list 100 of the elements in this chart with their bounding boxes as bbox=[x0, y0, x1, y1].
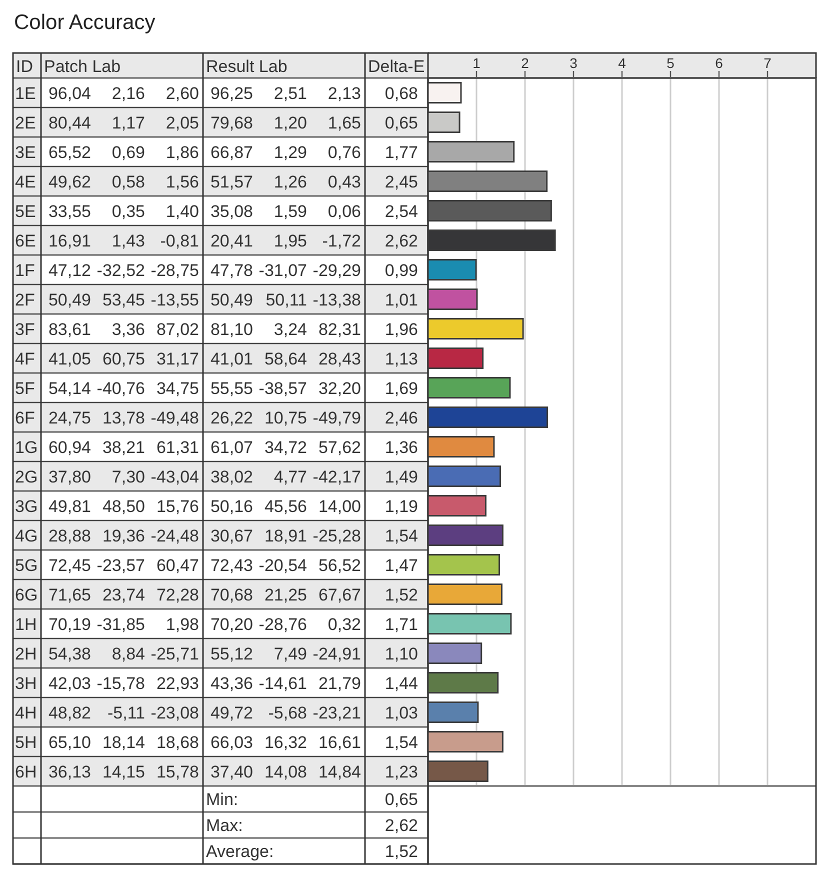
text: 55,12 7,49 -24,91 bbox=[210, 644, 361, 664]
text: 2,62 bbox=[384, 816, 418, 835]
y-tick-label: 4E bbox=[15, 172, 36, 192]
y-tick-label: 1E bbox=[15, 84, 36, 103]
y-tick-label: 2G bbox=[15, 468, 38, 486]
text: 35,08 1,59 0,06 bbox=[210, 202, 361, 221]
text: 70,20 -28,76 0,32 bbox=[210, 615, 361, 634]
data-label: 1,44 bbox=[384, 674, 418, 693]
text: 47,12 -32,52 -28,75 bbox=[48, 261, 199, 280]
y-tick-label: 6G bbox=[15, 586, 38, 604]
text: 65,10 18,14 18,68 bbox=[48, 733, 199, 752]
x2-tick-label: 7 bbox=[764, 55, 772, 71]
text: 50,16 45,56 14,00 bbox=[210, 497, 361, 516]
y-tick-label: 3G bbox=[15, 497, 38, 516]
data-label: 0,65 bbox=[384, 114, 418, 132]
text: 49,62 0,58 1,56 bbox=[48, 172, 199, 192]
data-label: 0,68 bbox=[384, 84, 418, 103]
y-tick-label: 2F bbox=[15, 290, 35, 310]
text: 72,45 -23,57 60,47 bbox=[48, 556, 199, 575]
y-tick-label: 1F bbox=[15, 261, 35, 280]
y-tick-label: 1G bbox=[15, 438, 38, 457]
text: 49,72 -5,68 -23,21 bbox=[210, 704, 361, 722]
x2-tick-label: 1 bbox=[472, 55, 481, 71]
y-tick-label: 4F bbox=[15, 350, 35, 368]
data-label: 1,54 bbox=[384, 733, 418, 752]
text: 61,07 34,72 57,62 bbox=[210, 438, 361, 457]
text: Result Lab bbox=[206, 57, 288, 76]
y-tick-label: 6H bbox=[15, 762, 37, 782]
text: 41,01 58,64 28,43 bbox=[210, 350, 361, 368]
text: 65,52 0,69 1,86 bbox=[48, 143, 199, 162]
y-tick-label: 2H bbox=[15, 644, 37, 664]
text: 36,13 14,15 15,78 bbox=[48, 762, 199, 782]
text: 28,88 19,36 -24,48 bbox=[48, 526, 199, 546]
y-tick-label: 4H bbox=[15, 704, 37, 722]
text: 96,04 2,16 2,60 bbox=[48, 84, 199, 103]
y-tick-label: 6F bbox=[15, 408, 35, 428]
text: 70,19 -31,85 1,98 bbox=[48, 615, 199, 634]
y-tick-label: 2E bbox=[15, 114, 36, 132]
text: Delta-E bbox=[368, 57, 425, 76]
data-label: 1,47 bbox=[384, 556, 418, 575]
data-label: 1,10 bbox=[384, 644, 418, 664]
text: 30,67 18,91 -25,28 bbox=[210, 526, 361, 546]
x2-tick-label: 6 bbox=[715, 55, 724, 71]
text: 54,38 8,84 -25,71 bbox=[48, 644, 199, 664]
data-label: 1,69 bbox=[384, 379, 418, 398]
text: 79,68 1,20 1,65 bbox=[210, 114, 361, 132]
data-label: 2,45 bbox=[384, 172, 418, 192]
data-label: 1,77 bbox=[384, 143, 418, 162]
text: 54,14 -40,76 34,75 bbox=[48, 379, 199, 398]
data-label: 2,54 bbox=[384, 202, 418, 221]
data-label: 1,03 bbox=[384, 704, 418, 722]
x2-tick-label: 5 bbox=[666, 55, 675, 71]
data-label: 1,71 bbox=[384, 615, 418, 634]
text: 37,80 7,30 -43,04 bbox=[48, 468, 199, 486]
text: 66,87 1,29 0,76 bbox=[210, 143, 361, 162]
data-label: 0,99 bbox=[384, 261, 418, 280]
text: 60,94 38,21 61,31 bbox=[48, 438, 199, 457]
data-label: 2,46 bbox=[384, 408, 418, 428]
text: 50,49 50,11 -13,38 bbox=[210, 290, 361, 310]
data-label: 1,01 bbox=[384, 290, 418, 310]
text: 37,40 14,08 14,84 bbox=[210, 762, 361, 782]
text: ID bbox=[16, 57, 33, 76]
text: 96,25 2,51 2,13 bbox=[210, 84, 361, 103]
data-label: 1,96 bbox=[384, 320, 418, 339]
text: 66,03 16,32 16,61 bbox=[210, 733, 361, 752]
y-tick-label: 1H bbox=[15, 615, 37, 634]
text: 48,82 -5,11 -23,08 bbox=[48, 704, 199, 722]
x2-tick-label: 4 bbox=[618, 55, 626, 71]
text: 80,44 1,17 2,05 bbox=[48, 114, 199, 132]
text: 33,55 0,35 1,40 bbox=[48, 202, 199, 221]
y-tick-label: 5G bbox=[15, 556, 38, 575]
text: 55,55 -38,57 32,20 bbox=[210, 379, 361, 398]
data-label: 1,52 bbox=[384, 586, 418, 604]
text: 81,10 3,24 82,31 bbox=[210, 320, 361, 339]
y-tick-label: 5H bbox=[15, 733, 37, 752]
text: Max: bbox=[206, 816, 243, 835]
text: 42,03 -15,78 22,93 bbox=[48, 674, 199, 693]
data-label: 1,19 bbox=[384, 497, 418, 516]
text: 1,52 bbox=[384, 842, 418, 861]
data-label: 1,54 bbox=[384, 526, 418, 546]
y-tick-label: 3E bbox=[15, 143, 36, 162]
y-tick-label: 4G bbox=[15, 526, 38, 546]
text: 0,65 bbox=[384, 790, 418, 809]
text: 16,91 1,43 -0,81 bbox=[48, 232, 199, 250]
y-tick-label: 6E bbox=[15, 232, 36, 250]
text: 49,81 48,50 15,76 bbox=[48, 497, 199, 516]
y-tick-label: 5E bbox=[15, 202, 36, 221]
data-label: 1,36 bbox=[384, 438, 418, 457]
data-label: 1,13 bbox=[384, 350, 418, 368]
text: 20,41 1,95 -1,72 bbox=[210, 232, 361, 250]
y-tick-label: 5F bbox=[15, 379, 35, 398]
x2-tick-label: 3 bbox=[570, 55, 578, 71]
y-tick-label: 3H bbox=[15, 674, 37, 693]
text: 72,43 -20,54 56,52 bbox=[210, 556, 361, 575]
text: 70,68 21,25 67,67 bbox=[210, 586, 361, 604]
text: 41,05 60,75 31,17 bbox=[48, 350, 199, 368]
text: 83,61 3,36 87,02 bbox=[48, 320, 199, 339]
text: 26,22 10,75 -49,79 bbox=[210, 408, 361, 428]
text: 47,78 -31,07 -29,29 bbox=[210, 261, 361, 280]
text: Average: bbox=[206, 842, 274, 861]
